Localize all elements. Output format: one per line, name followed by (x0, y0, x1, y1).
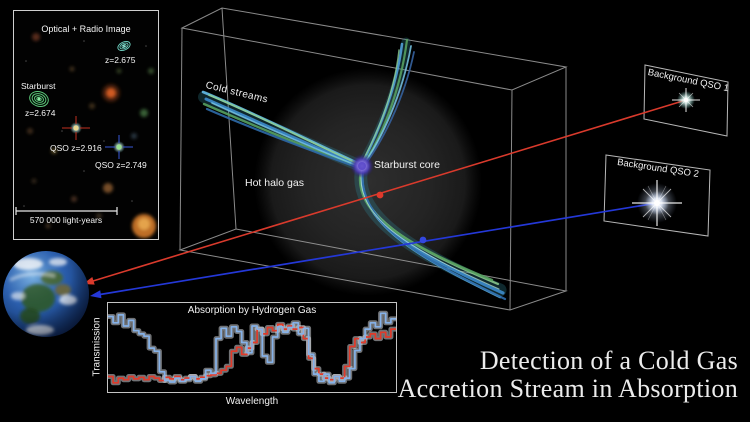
figure-title-line2: Accretion Stream in Absorption (397, 374, 738, 403)
spectrum-panel (107, 302, 397, 393)
starburst-redshift-label: z=2.674 (25, 108, 56, 118)
spectrum-y-axis-label: Transmission (91, 317, 103, 377)
spectrum-curve (108, 312, 396, 384)
spectrum-title: Absorption by Hydrogen Gas (187, 305, 317, 316)
figure-title-line1: Detection of a Cold Gas (479, 346, 738, 375)
radio-contours-starburst (29, 91, 49, 107)
inset-galaxies (27, 33, 156, 238)
cold-streams (198, 37, 507, 301)
sightline-qso2-arrowhead (90, 290, 102, 299)
absorption-point-red (376, 191, 384, 199)
starburst-core (358, 162, 366, 170)
hot-halo-label: Hot halo gas (245, 177, 304, 189)
sightline-qso2 (99, 202, 658, 296)
qso-b-marker (105, 135, 133, 159)
starburst-label: Starburst (21, 81, 56, 91)
scale-bar-label: 570 000 light-years (29, 215, 103, 225)
companion-redshift-label: z=2.675 (105, 55, 136, 65)
qso2-star (632, 180, 682, 226)
qso-b-label: QSO z=2.749 (95, 160, 147, 170)
inset-sky-image (15, 33, 156, 238)
inset-faint-stars (23, 40, 147, 207)
absorption-point-blue (419, 236, 427, 244)
starburst-core-label: Starburst core (374, 159, 440, 171)
sightlines (83, 99, 687, 299)
earth (3, 251, 89, 337)
optical-radio-inset: Optical + Radio Image z=2.675 Starburst … (13, 10, 159, 240)
spectrum-x-axis-label: Wavelength (225, 396, 279, 407)
qso-a-marker (62, 116, 90, 140)
radio-contours-companion (117, 41, 131, 51)
figure-title: Detection of a Cold Gas Accretion Stream… (398, 347, 738, 403)
inset-title: Optical + Radio Image (41, 24, 131, 34)
spectrum-plot (108, 310, 396, 386)
qso1-star (672, 88, 700, 112)
qso-a-label: QSO z=2.916 (50, 143, 102, 153)
sightline-qso1 (92, 99, 687, 282)
scale-bar (15, 207, 118, 215)
